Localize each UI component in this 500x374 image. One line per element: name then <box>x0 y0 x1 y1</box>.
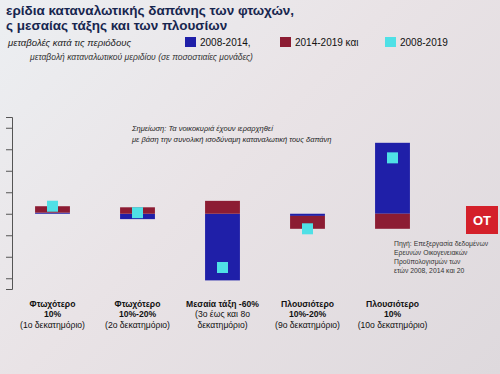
source: Πηγή: Επεξεργασία δεδομένωνΕρευνών Οικογ… <box>394 240 489 274</box>
y-axis-line <box>6 118 13 290</box>
chart: ερίδια καταναλωτικής δαπάνης των φτωχών,… <box>0 0 500 374</box>
y-tick <box>6 149 12 150</box>
bar <box>290 214 325 216</box>
legend-swatch <box>385 37 396 47</box>
legend-label: 2008-2019 <box>400 37 448 48</box>
logo-box <box>466 206 498 234</box>
legend-item: 2008-2014, <box>185 37 251 48</box>
marker <box>47 201 58 212</box>
bar <box>205 214 240 281</box>
legend-swatch <box>280 37 291 47</box>
legend-label: 2008-2014, <box>200 37 251 48</box>
y-tick <box>6 171 12 172</box>
x-tick: Πλουσιότερο10%(10ο δεκατημόριο) <box>358 296 428 330</box>
y-tick <box>6 192 12 193</box>
y-tick-mark <box>6 214 12 215</box>
y-tick-mark <box>6 128 12 129</box>
legend-item: 2014-2019 και <box>280 37 358 48</box>
plot-area <box>35 143 410 281</box>
x-tick-label: Φτωχότερο10%(1ο δεκατημόριο) <box>20 299 85 331</box>
marker <box>132 207 143 218</box>
marker <box>387 152 398 163</box>
y-tick-mark <box>6 235 12 236</box>
marker <box>302 223 313 234</box>
note: Σημείωση: Τα νοικοκυριά έχουν ιεραρχηθεί… <box>131 124 332 144</box>
y-tick-mark <box>6 192 12 193</box>
x-tick: Φτωχότερο10%-20%(2ο δεκατημόριο) <box>105 296 170 330</box>
y-tick <box>6 235 12 236</box>
y-tick <box>6 128 12 129</box>
y-axis-title: μεταβολή καταναλωτικού μεριδίου (σε ποσο… <box>29 52 253 62</box>
bar <box>375 214 410 229</box>
y-tick <box>6 214 12 215</box>
x-axis: Φτωχότερο10%(1ο δεκατημόριο) Φτωχότερο10%… <box>20 296 427 330</box>
x-tick-label: Μεσαία τάξη -60%(3ο έως και 8οδεκατημόρι… <box>186 299 259 331</box>
x-tick: Φτωχότερο10%(1ο δεκατημόριο) <box>20 296 85 330</box>
bar <box>205 201 240 214</box>
x-tick: Πλουσιότερο10%-20%(9ο δεκατημόριο) <box>275 296 340 330</box>
legend-swatch <box>185 37 196 47</box>
x-tick-label: Πλουσιότερο10%-20%(9ο δεκατημόριο) <box>275 299 340 331</box>
x-tick: Μεσαία τάξη -60%(3ο έως και 8οδεκατημόρι… <box>186 296 259 330</box>
title: ερίδια καταναλωτικής δαπάνης των φτωχών,… <box>6 3 294 33</box>
subtitle: μεταβολές κατά τις περιόδους <box>7 37 131 48</box>
y-tick-mark <box>6 171 12 172</box>
legend-item: 2008-2019 <box>385 37 448 48</box>
y-tick <box>6 278 12 279</box>
logo: ΟΤ <box>473 213 491 228</box>
legend-label: 2014-2019 και <box>295 37 358 48</box>
y-axis <box>6 118 13 290</box>
bar <box>375 143 410 214</box>
marker <box>217 262 228 273</box>
y-tick-mark <box>6 149 12 150</box>
y-tick <box>6 257 12 258</box>
x-tick-label: Φτωχότερο10%-20%(2ο δεκατημόριο) <box>105 299 170 331</box>
y-tick-mark <box>6 278 12 279</box>
y-tick-mark <box>6 257 12 258</box>
x-tick-label: Πλουσιότερο10%(10ο δεκατημόριο) <box>358 299 428 331</box>
bar <box>35 213 70 214</box>
